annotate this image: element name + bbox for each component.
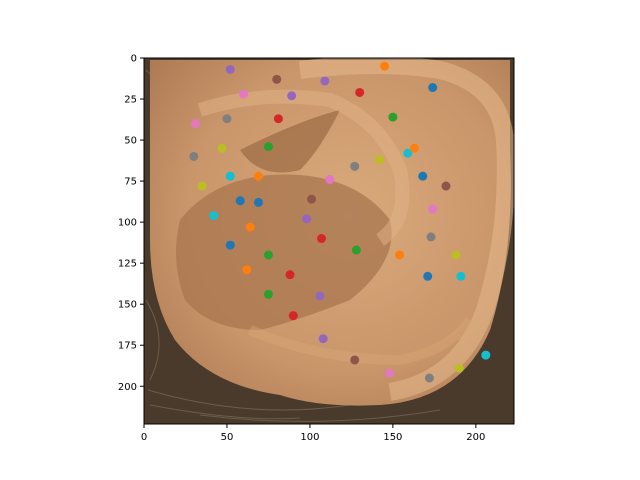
y-tick-label: 0 — [131, 54, 137, 65]
scatter-point — [426, 232, 436, 242]
scatter-point — [409, 143, 419, 153]
x-tick-label: 200 — [466, 432, 485, 443]
scatter-points — [189, 61, 491, 383]
scatter-point — [388, 112, 398, 122]
scatter-point — [325, 174, 335, 184]
y-tick-label: 175 — [118, 341, 137, 352]
scatter-point — [285, 270, 295, 280]
scatter-point — [273, 114, 283, 124]
scatter-point — [380, 61, 390, 71]
scatter-point — [307, 194, 317, 204]
scatter-point — [263, 250, 273, 260]
scatter-point — [395, 250, 405, 260]
scatter-point — [288, 311, 298, 321]
scatter-point — [428, 204, 438, 214]
scatter-point — [222, 114, 232, 124]
scatter-point — [239, 89, 249, 99]
y-tick-label: 150 — [118, 300, 137, 311]
x-tick-label: 150 — [383, 432, 402, 443]
y-tick-label: 25 — [124, 95, 137, 106]
y-axis: 0 25 50 75 100 125 150 175 200 — [118, 54, 144, 393]
ear-photo-image — [144, 58, 514, 424]
x-tick-label: 100 — [300, 432, 319, 443]
x-axis: 0 50 100 150 200 — [141, 424, 485, 443]
y-tick-label: 50 — [124, 136, 137, 147]
x-tick-label: 50 — [221, 432, 234, 443]
scatter-point — [441, 181, 451, 191]
scatter-point — [428, 83, 438, 93]
scatter-point — [315, 291, 325, 301]
scatter-point — [263, 289, 273, 299]
scatter-point — [403, 148, 413, 158]
scatter-point — [375, 155, 385, 165]
scatter-point — [350, 161, 360, 171]
scatter-point — [197, 181, 207, 191]
scatter-point — [423, 271, 433, 281]
scatter-point — [456, 271, 466, 281]
scatter-point — [355, 87, 365, 97]
scatter-point — [209, 211, 219, 221]
scatter-point — [481, 350, 491, 360]
scatter-point — [225, 171, 235, 181]
scatter-point — [418, 171, 428, 181]
scatter-point — [318, 334, 328, 344]
scatter-point — [217, 143, 227, 153]
scatter-point — [320, 76, 330, 86]
scatter-point — [253, 197, 263, 207]
scatter-point — [225, 240, 235, 250]
y-tick-label: 125 — [118, 259, 137, 270]
plot-area-frame — [143, 57, 515, 425]
scatter-point — [454, 363, 464, 373]
scatter-point — [287, 91, 297, 101]
scatter-point — [189, 151, 199, 161]
scatter-point — [245, 222, 255, 232]
scatter-point — [350, 355, 360, 365]
scatter-point — [317, 234, 327, 244]
scatter-point — [302, 214, 312, 224]
y-tick-label: 75 — [124, 177, 137, 188]
scatter-point — [190, 119, 200, 129]
scatter-point — [451, 250, 461, 260]
scatter-point — [272, 74, 282, 84]
scatter-point — [263, 142, 273, 152]
scatter-point — [253, 171, 263, 181]
scatter-point — [351, 245, 361, 255]
x-tick-label: 0 — [141, 432, 147, 443]
scatter-point — [235, 196, 245, 206]
scatter-point — [225, 64, 235, 74]
scatter-point — [385, 368, 395, 378]
scatter-point — [424, 373, 434, 383]
y-tick-label: 100 — [118, 218, 137, 229]
y-tick-label: 200 — [118, 382, 137, 393]
scatter-point — [242, 265, 252, 275]
